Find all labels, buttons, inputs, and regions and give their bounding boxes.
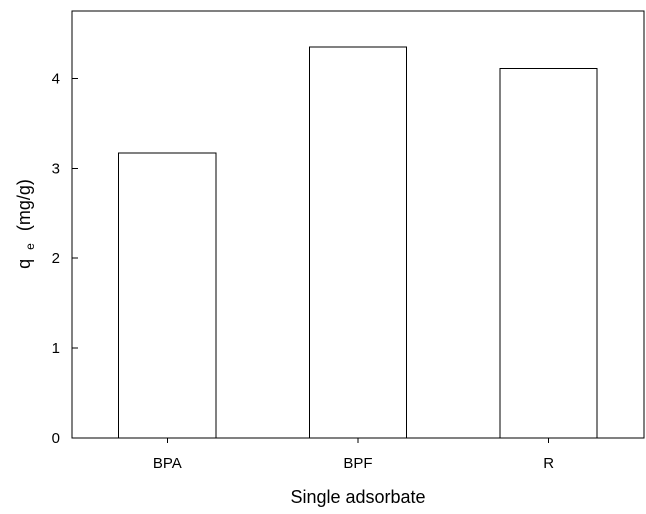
bar-bpa — [118, 152, 217, 439]
bars-layer — [118, 46, 598, 439]
labels-layer: BPA BPF R 0 1 2 3 4 — [52, 70, 555, 472]
y-axis-title-unit: (mg/g) — [14, 179, 34, 231]
y-axis-title-subscript: e — [23, 243, 37, 250]
y-tick-label-1: 1 — [52, 340, 60, 357]
x-tick-label-bpf: BPF — [343, 455, 372, 472]
bar-r — [499, 68, 598, 439]
y-axis-title-main: q — [14, 259, 34, 269]
x-axis-title: Single adsorbate — [290, 487, 425, 507]
y-tick-label-2: 2 — [52, 250, 60, 267]
plot-frame — [71, 10, 645, 439]
x-tick-label-r: R — [543, 455, 554, 472]
y-tick-label-3: 3 — [52, 160, 60, 177]
y-tick-label-4: 4 — [52, 70, 60, 87]
y-tick-label-0: 0 — [52, 430, 60, 447]
y-axis-title: q e (mg/g) — [14, 179, 38, 269]
bar-bpf — [308, 46, 408, 439]
x-tick-label-bpa: BPA — [153, 455, 182, 472]
